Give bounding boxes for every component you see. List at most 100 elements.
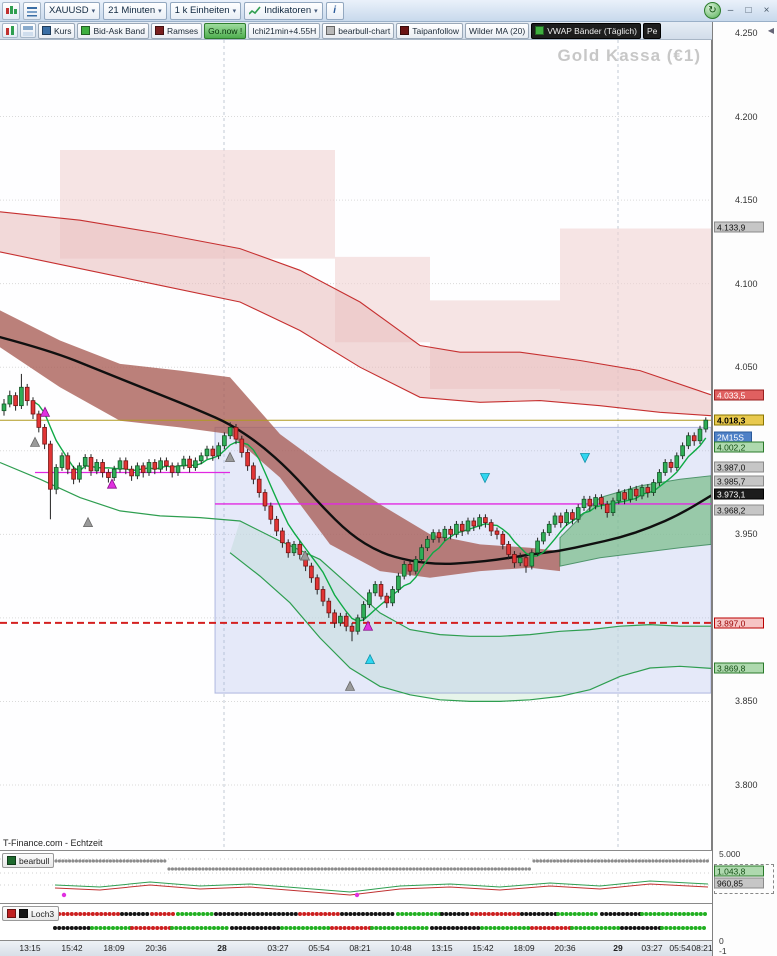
bearbull-dot xyxy=(654,859,659,863)
loch3-dot xyxy=(305,926,310,930)
price-style-icon[interactable] xyxy=(2,23,18,38)
loch3-dot xyxy=(694,912,699,916)
loch3-dot xyxy=(191,926,195,930)
bearbull-dot xyxy=(310,867,314,871)
candle-body xyxy=(175,465,181,473)
loch3-dot xyxy=(158,912,163,916)
bearbull-dot xyxy=(330,867,334,871)
indicator-button-taipanfollow[interactable]: Taipanfollow xyxy=(396,22,463,39)
timeframe-select[interactable]: 21 Minuten ▾ xyxy=(103,1,167,20)
candle-body xyxy=(285,542,291,554)
bearbull-dot xyxy=(68,859,72,863)
loch3-dot xyxy=(669,912,674,916)
candle-body xyxy=(686,435,691,447)
candle-body xyxy=(703,419,709,430)
refresh-icon[interactable]: ↻ xyxy=(704,2,721,19)
units-select[interactable]: 1 k Einheiten ▾ xyxy=(169,1,242,20)
loch3-dot xyxy=(188,912,193,916)
loch3-dot xyxy=(276,926,281,930)
time-label: 08:21 xyxy=(691,943,713,953)
indicator-button-bearbull-chart[interactable]: bearbull-chart xyxy=(322,22,395,39)
indicator-button-pe[interactable]: Pe xyxy=(642,22,662,39)
symbol-select[interactable]: XAUUSD ▾ xyxy=(44,1,101,20)
loch3-dot xyxy=(74,912,78,916)
loch3-dot xyxy=(230,912,235,916)
candle-body xyxy=(59,455,65,468)
loch3-dot xyxy=(205,912,210,916)
loch3-panel[interactable]: Loch3 xyxy=(0,903,712,941)
bearbull-dot xyxy=(459,867,463,871)
bearbull-dot xyxy=(194,867,198,871)
loch3-dot xyxy=(351,926,355,930)
axis-tick: 4.050 xyxy=(735,362,758,373)
info-button[interactable]: i xyxy=(325,1,344,20)
bearbull-dot xyxy=(614,859,618,863)
candle-body xyxy=(338,615,343,624)
candle-body xyxy=(442,528,448,539)
indicator-button-go-now-[interactable]: Go.now ! xyxy=(204,22,247,39)
bearbull-red-line xyxy=(54,883,709,896)
axis-tick: 4.200 xyxy=(735,111,758,122)
loch3-dot xyxy=(438,926,443,930)
loch3-dot xyxy=(174,926,179,930)
loch3-dot xyxy=(495,912,500,916)
units-label: 1 k Einheiten xyxy=(174,5,230,16)
loch3-dot xyxy=(693,926,698,930)
indicator-button-wilder-ma-20-[interactable]: Wilder MA (20) xyxy=(465,22,530,39)
time-label: 03:27 xyxy=(641,943,663,953)
loch3-dot xyxy=(82,912,87,916)
watchlist-icon[interactable] xyxy=(23,1,41,20)
loch3-dot xyxy=(560,912,565,916)
bearbull-label-chip[interactable]: bearbull xyxy=(2,853,55,868)
bearbull-axis-label: 5.000 xyxy=(719,849,741,859)
candle-body xyxy=(413,558,419,572)
candle-body xyxy=(71,468,76,480)
bearbull-dot xyxy=(405,867,409,871)
close-button[interactable]: × xyxy=(763,5,770,16)
loch3-dot xyxy=(57,926,62,930)
loch3-dot xyxy=(256,912,260,916)
maximize-button[interactable]: □ xyxy=(745,5,752,16)
bearbull-dot xyxy=(688,859,693,863)
bearbull-value-badge: 1.043,8 xyxy=(714,865,764,877)
loch3-dot xyxy=(296,926,301,930)
bearbull-dot xyxy=(208,867,212,871)
price-chart[interactable] xyxy=(0,40,712,850)
loch3-dot xyxy=(267,926,272,930)
indicator-button-ramses[interactable]: Ramses xyxy=(150,22,203,39)
bearbull-dot xyxy=(490,867,494,871)
bearbull-dot xyxy=(566,859,570,863)
time-axis[interactable]: 13:15 15:42 18:09 20:36 28 03:27 05:54 08:21 10:… xyxy=(0,940,713,956)
bearbull-dot xyxy=(473,867,477,871)
loch3-dot xyxy=(111,912,116,916)
minimize-button[interactable]: – xyxy=(727,5,734,16)
bearbull-panel[interactable]: bearbull xyxy=(0,850,712,904)
indicator-button-vwap-b-nder-t-glich-[interactable]: VWAP Bänder (Täglich) xyxy=(531,22,641,39)
loch3-dot xyxy=(365,912,370,916)
indicator-button-kurs[interactable]: Kurs xyxy=(38,22,76,39)
candle-body xyxy=(152,462,158,470)
indicators-select[interactable]: Indikatoren ▾ xyxy=(244,1,323,20)
price-axis[interactable]: ◀ 4.250 4.200 4.150 4.100 4.050 3.950 3.850 3.8… xyxy=(712,22,777,956)
candle-body xyxy=(30,400,36,415)
loch3-dot xyxy=(180,912,185,916)
ichimoku-daily-cloud xyxy=(560,228,711,391)
bearbull-dot xyxy=(181,867,185,871)
indicator-button-bid-ask-band[interactable]: Bid-Ask Band xyxy=(77,22,149,39)
indicator-button-ichi21min-4-55h[interactable]: Ichi21min+4.55H xyxy=(248,22,321,39)
loch3-dot xyxy=(107,912,112,916)
loch3-dot xyxy=(154,912,159,916)
candle-body xyxy=(425,538,430,549)
candle-body xyxy=(697,428,703,442)
time-label: 15:42 xyxy=(61,943,83,953)
toolbar-scroll-icon[interactable]: ◀ xyxy=(767,26,774,35)
template-icon[interactable] xyxy=(20,23,36,38)
chart-type-icon[interactable] xyxy=(2,1,20,20)
info-label: i xyxy=(333,5,337,16)
bearbull-plot xyxy=(0,858,711,898)
bearbull-dot xyxy=(500,867,504,871)
bearbull-dot xyxy=(641,859,645,863)
price-marker-gray: 4.133,9 xyxy=(714,221,764,233)
candle-body xyxy=(546,523,552,534)
loch3-label-chip[interactable]: Loch3 xyxy=(2,906,60,921)
